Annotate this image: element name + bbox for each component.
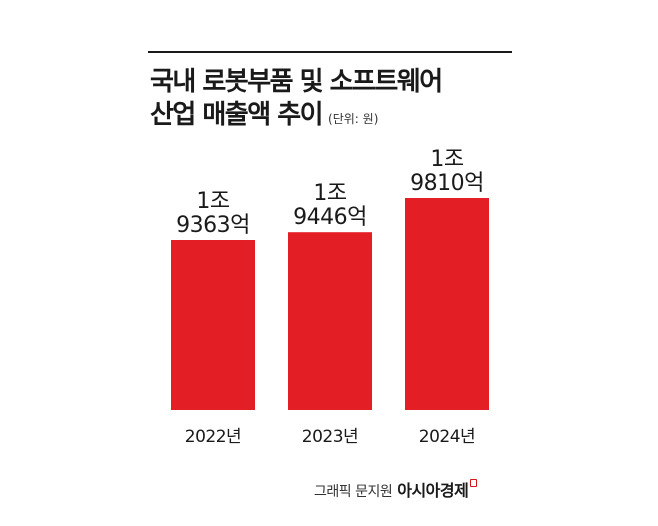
category-label-2: 2024년: [419, 427, 475, 447]
data-label-2-line-1: 9810억: [410, 171, 484, 196]
graphic-credit: 그래픽 문지원: [314, 484, 393, 500]
brand-logo-mark: [470, 479, 478, 487]
category-label-1: 2023년: [302, 427, 358, 447]
data-label-0-line-1: 9363억: [176, 213, 250, 238]
bar-0: [171, 240, 255, 410]
chart-title-line-1: 국내 로봇부품 및 소프트웨어: [150, 67, 443, 97]
data-label-0-line-0: 1조: [196, 189, 229, 214]
credit-line: 그래픽 문지원 아시아경제: [314, 477, 478, 501]
chart-title-line-2-text: 산업 매출액 추이: [150, 100, 324, 130]
title-rule: [148, 51, 512, 53]
chart-title-line-2: 산업 매출액 추이 (단위: 원): [150, 99, 378, 135]
unit-label: (단위: 원): [328, 112, 379, 126]
data-label-2-line-0: 1조: [430, 147, 463, 172]
data-label-1-line-0: 1조: [313, 181, 346, 206]
brand-name: 아시아경제: [397, 481, 469, 500]
bar-2: [405, 198, 489, 410]
bar-1: [288, 232, 372, 410]
data-label-1-line-1: 9446억: [293, 205, 367, 230]
category-label-0: 2022년: [185, 427, 241, 447]
